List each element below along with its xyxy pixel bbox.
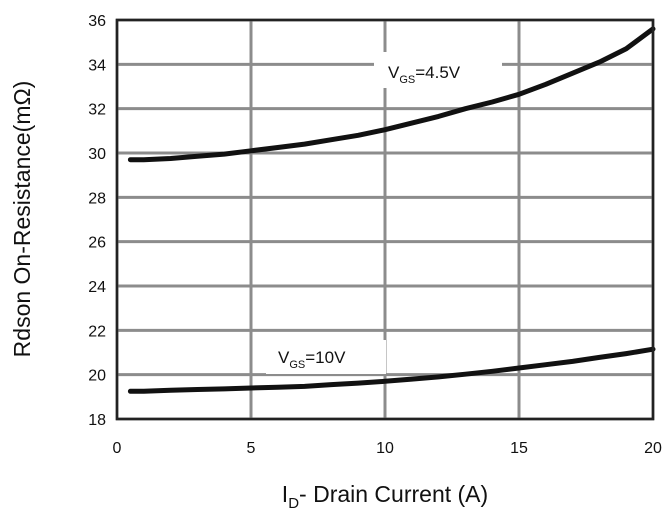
x-tick-labels: 0 5 10 15 20 [113, 440, 662, 457]
x-tick-label: 15 [510, 440, 528, 457]
x-tick-label: 20 [644, 440, 662, 457]
y-tick-label: 26 [88, 235, 106, 252]
series-label-vgs-10v: VGS=10V [278, 348, 346, 371]
x-axis-title: ID- Drain Current (A) [282, 481, 488, 512]
y-tick-label: 28 [88, 190, 106, 207]
series-lines [127, 26, 656, 394]
y-tick-label: 18 [88, 412, 106, 429]
x-tick-label: 0 [113, 440, 122, 457]
y-tick-label: 20 [88, 368, 106, 385]
x-tick-label: 10 [376, 440, 394, 457]
series-label-background-10v [266, 340, 386, 374]
y-tick-label: 36 [88, 13, 106, 30]
y-tick-label: 34 [88, 57, 106, 74]
series-line-vgs-4-5v [127, 26, 656, 163]
plot-frame [115, 18, 655, 421]
y-tick-label: 24 [88, 279, 106, 296]
series-label-background-4-5v [374, 52, 502, 88]
x-tick-label: 5 [247, 440, 256, 457]
y-tick-label: 32 [88, 102, 106, 119]
y-tick-labels: 18 20 22 24 26 28 30 32 34 36 [88, 13, 106, 429]
series-label-vgs-10v-subscript: GS [289, 359, 305, 371]
series-label-vgs-4-5v: VGS=4.5V [388, 63, 461, 86]
x-axis-title-subscript: D [288, 495, 299, 512]
series-line-vgs-10v [127, 346, 656, 394]
y-tick-label: 22 [88, 323, 106, 340]
series-labels: VGS=4.5V VGS=10V [266, 52, 502, 374]
y-tick-label: 30 [88, 146, 106, 163]
series-label-vgs-4-5v-subscript: GS [399, 74, 415, 86]
y-axis-title: Rdson On-Resistance(mΩ) [9, 81, 35, 358]
